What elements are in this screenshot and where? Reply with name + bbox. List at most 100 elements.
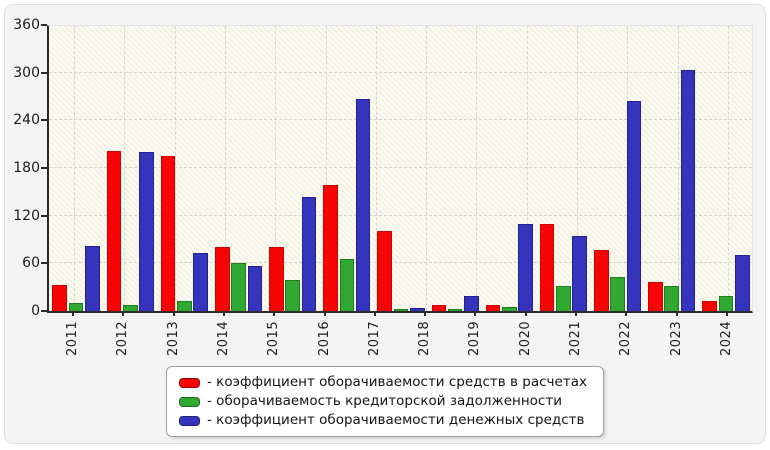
bar-red-2017 [377,230,392,311]
grid-line-vertical [275,26,277,311]
bar-blue-2018 [464,295,479,311]
bar-red-2020 [539,223,555,311]
grid-line-vertical [124,26,126,311]
y-tick-mark [41,262,47,265]
legend-label: - коэффициент оборачиваемости денежных с… [207,412,585,428]
bar-red-2021 [594,249,609,311]
bar-green-2021 [610,276,625,311]
y-tick-label: 0 [31,303,40,319]
bar-red-2018 [431,304,447,311]
legend-label: - коэффициент оборачиваемости средств в … [207,374,587,390]
bar-green-2020 [556,285,571,311]
x-tick-mark [72,311,75,316]
grid-line-vertical [476,26,478,311]
x-tick-mark [575,311,577,316]
x-tick-label: 2011 [65,320,81,356]
grid-line-vertical [426,26,428,311]
y-tick-label: 120 [13,207,40,224]
bar-green-2012 [122,305,138,311]
x-tick-mark [122,311,125,316]
bar-green-2016 [339,258,355,311]
x-tick-mark [725,311,728,316]
grid-line-horizontal [49,71,752,73]
bar-blue-2013 [193,253,208,311]
y-tick-mark [41,71,47,74]
x-tick-label: 2020 [517,320,533,356]
grid-line-vertical [577,26,578,311]
y-tick-mark [41,167,47,169]
plot-area [47,25,753,313]
grid-line-vertical [225,26,226,311]
legend-item-blue: - коэффициент оборачиваемости денежных с… [179,413,587,428]
bar-blue-2020 [572,236,588,311]
bar-green-2022 [664,286,680,311]
bar-red-2015 [269,247,284,311]
y-tick-label: 60 [22,255,40,272]
bar-blue-2012 [139,152,154,311]
legend-label: - оборачиваемость кредиторской задолженн… [207,393,562,409]
x-tick-label: 2012 [115,320,131,356]
x-tick-mark [223,311,225,316]
bar-green-2019 [502,307,517,311]
x-tick-mark [625,311,628,316]
bar-blue-2016 [355,98,371,311]
bar-blue-2014 [247,265,263,311]
bar-red-2023 [702,300,717,311]
bar-red-2013 [160,156,176,311]
x-tick-label: 2017 [366,320,382,356]
x-tick-mark [424,311,427,316]
grid-line-vertical [74,26,76,311]
plot-inner [49,26,752,311]
bar-green-2017 [393,309,409,311]
bar-green-2023 [718,295,734,311]
y-tick-label: 300 [13,64,40,81]
y-tick-mark [41,119,47,122]
bar-green-2011 [68,303,84,311]
x-tick-label: 2016 [316,320,332,356]
x-tick-label: 2015 [266,320,282,356]
bar-green-2018 [447,308,463,311]
bar-red-2012 [106,150,122,311]
x-tick-mark [373,311,376,316]
bar-blue-2022 [680,70,696,311]
legend-item-red: - коэффициент оборачиваемости средств в … [179,375,587,390]
bar-red-2014 [214,247,230,311]
bar-blue-2019 [518,223,533,311]
x-tick-mark [323,311,326,316]
x-tick-label: 2018 [417,320,433,356]
bar-red-2011 [52,284,68,311]
y-tick-mark [41,310,47,312]
y-tick-label: 180 [13,160,40,176]
legend: - коэффициент оборачиваемости средств в … [166,366,604,437]
bar-blue-2017 [410,307,425,311]
legend-swatch-blue [179,415,201,426]
grid-line-vertical [727,26,729,311]
y-tick-mark [41,24,47,26]
bar-red-2019 [485,305,501,311]
bar-green-2014 [231,262,246,311]
bar-blue-2021 [626,101,642,311]
grid-line-vertical [375,26,377,311]
x-tick-label: 2022 [618,320,634,356]
legend-item-green: - оборачиваемость кредиторской задолженн… [179,394,587,409]
grid-line-vertical [325,26,327,311]
grid-line-horizontal [49,119,752,121]
bar-red-2022 [648,281,663,311]
bar-green-2013 [177,301,192,311]
legend-swatch-green [179,396,201,407]
y-tick-label: 360 [13,17,40,33]
grid-line-horizontal [49,262,752,264]
x-tick-label: 2024 [718,320,734,356]
bar-blue-2011 [85,245,100,311]
grid-line-vertical [526,26,528,311]
x-tick-label: 2013 [165,320,181,356]
bar-blue-2023 [734,254,750,311]
x-tick-mark [474,311,477,316]
x-tick-mark [524,311,527,316]
x-tick-label: 2019 [467,320,483,356]
bar-blue-2015 [301,197,317,311]
grid-line-horizontal [49,167,752,168]
y-tick-mark [41,214,47,217]
x-tick-label: 2014 [216,320,231,356]
